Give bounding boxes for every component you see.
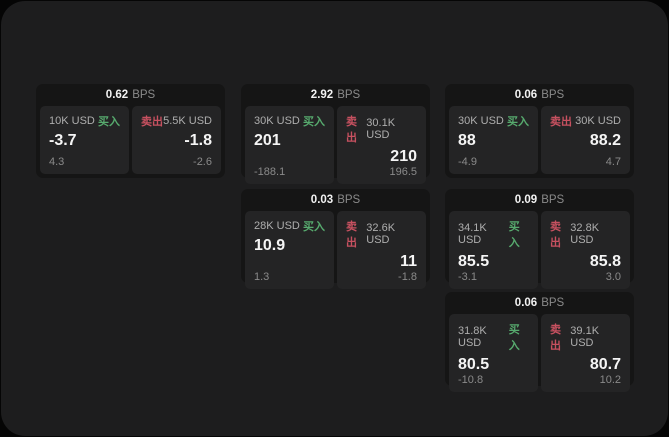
sell-tile[interactable]: 卖出 32.8K USD 85.8 3.0	[541, 211, 630, 289]
bps-header: 2.92 BPS	[241, 84, 430, 106]
buy-amount: 10K USD	[49, 115, 95, 127]
buy-price: 85.5	[458, 253, 490, 270]
sell-amount: 32.6K USD	[366, 222, 396, 246]
sell-amount: 30K USD	[575, 115, 621, 127]
buy-price: 201	[254, 132, 281, 149]
buy-delta: -4.9	[458, 156, 477, 168]
quote-card: 0.06 BPS 31.8K USD 买入 80.5 -10.8 卖出 39.1…	[445, 292, 634, 392]
buy-side-label: 买入	[98, 116, 120, 128]
sell-price: 85.8	[589, 253, 621, 270]
sell-side-label: 卖出	[141, 116, 163, 128]
bps-value: 0.62	[105, 89, 129, 101]
buy-side-label: 买入	[508, 221, 520, 249]
buy-delta: -3.1	[458, 270, 477, 283]
sell-price: 80.7	[589, 356, 621, 373]
buy-amount: 28K USD	[254, 220, 300, 232]
bps-value: 0.06	[514, 89, 538, 101]
bps-unit-label: BPS	[132, 89, 156, 101]
buy-tile[interactable]: 30K USD 买入 201 -188.1	[245, 106, 334, 184]
quote-card: 0.06 BPS 30K USD 买入 88 -4.9 卖出 30K USD 8…	[445, 84, 634, 178]
sell-tile[interactable]: 卖出 30K USD 88.2 4.7	[541, 106, 630, 174]
buy-delta: -10.8	[458, 373, 484, 386]
buy-delta: 4.3	[49, 156, 65, 168]
sell-delta: 196.5	[389, 165, 417, 178]
buy-tile[interactable]: 28K USD 买入 10.9 1.3	[245, 211, 334, 289]
bps-unit-label: BPS	[337, 194, 361, 206]
bps-unit-label: BPS	[541, 89, 565, 101]
bps-value: 0.03	[310, 194, 334, 206]
bps-value: 2.92	[310, 89, 334, 101]
buy-tile[interactable]: 30K USD 买入 88 -4.9	[449, 106, 538, 174]
quote-card: 0.03 BPS 28K USD 买入 10.9 1.3 卖出 32.6K US…	[241, 189, 430, 289]
bps-value: 0.06	[514, 297, 538, 309]
buy-side-label: 买入	[508, 324, 520, 352]
bps-header: 0.62 BPS	[36, 84, 225, 106]
sell-delta: 3.0	[605, 270, 621, 283]
sell-tile[interactable]: 卖出 39.1K USD 80.7 10.2	[541, 314, 630, 392]
sell-price: 88.2	[589, 132, 621, 149]
bps-header: 0.03 BPS	[241, 189, 430, 211]
buy-delta: 1.3	[254, 270, 270, 283]
buy-side-label: 买入	[303, 116, 325, 128]
buy-side-label: 买入	[303, 221, 325, 233]
quote-tiles: 28K USD 买入 10.9 1.3 卖出 32.6K USD 11 -1.8	[241, 211, 430, 293]
sell-delta: -2.6	[193, 156, 212, 168]
sell-price: 11	[400, 253, 417, 270]
quote-tiles: 30K USD 买入 88 -4.9 卖出 30K USD 88.2 4.7	[445, 106, 634, 178]
sell-side-label: 卖出	[346, 116, 357, 144]
sell-amount: 5.5K USD	[163, 115, 212, 127]
buy-price: 10.9	[254, 237, 286, 254]
sell-side-label: 卖出	[550, 116, 572, 128]
quote-card: 0.09 BPS 34.1K USD 买入 85.5 -3.1 卖出 32.8K…	[445, 189, 634, 289]
bps-header: 0.09 BPS	[445, 189, 634, 211]
buy-price: 80.5	[458, 356, 490, 373]
quote-card: 0.62 BPS 10K USD 买入 -3.7 4.3 卖出 5.5K USD…	[36, 84, 225, 178]
buy-amount: 30K USD	[458, 115, 504, 127]
buy-tile[interactable]: 34.1K USD 买入 85.5 -3.1	[449, 211, 538, 289]
sell-amount: 32.8K USD	[570, 222, 600, 246]
buy-tile[interactable]: 31.8K USD 买入 80.5 -10.8	[449, 314, 538, 392]
buy-amount: 30K USD	[254, 115, 300, 127]
sell-side-label: 卖出	[550, 324, 561, 352]
sell-price: 210	[390, 148, 417, 165]
bps-unit-label: BPS	[541, 297, 565, 309]
sell-price: -1.8	[184, 132, 212, 149]
bps-unit-label: BPS	[541, 194, 565, 206]
sell-tile[interactable]: 卖出 30.1K USD 210 196.5	[337, 106, 426, 184]
sell-delta: -1.8	[398, 270, 417, 283]
sell-tile[interactable]: 卖出 5.5K USD -1.8 -2.6	[132, 106, 221, 174]
sell-side-label: 卖出	[550, 221, 561, 249]
buy-amount: 34.1K USD	[458, 222, 487, 246]
sell-delta: 10.2	[599, 373, 621, 386]
buy-delta: -188.1	[254, 165, 286, 178]
quote-tiles: 34.1K USD 买入 85.5 -3.1 卖出 32.8K USD 85.8…	[445, 211, 634, 293]
bps-header: 0.06 BPS	[445, 292, 634, 314]
quote-tiles: 31.8K USD 买入 80.5 -10.8 卖出 39.1K USD 80.…	[445, 314, 634, 396]
sell-amount: 39.1K USD	[570, 325, 600, 349]
buy-amount: 31.8K USD	[458, 325, 487, 349]
sell-side-label: 卖出	[346, 221, 357, 249]
quote-card: 2.92 BPS 30K USD 买入 201 -188.1 卖出 30.1K …	[241, 84, 430, 184]
sell-tile[interactable]: 卖出 32.6K USD 11 -1.8	[337, 211, 426, 289]
sell-delta: 4.7	[605, 156, 621, 168]
bps-header: 0.06 BPS	[445, 84, 634, 106]
buy-price: 88	[458, 132, 476, 149]
buy-price: -3.7	[49, 132, 77, 149]
quote-tiles: 30K USD 买入 201 -188.1 卖出 30.1K USD 210 1…	[241, 106, 430, 188]
bps-value: 0.09	[514, 194, 538, 206]
sell-amount: 30.1K USD	[366, 117, 396, 141]
buy-side-label: 买入	[507, 116, 529, 128]
buy-tile[interactable]: 10K USD 买入 -3.7 4.3	[40, 106, 129, 174]
bps-unit-label: BPS	[337, 89, 361, 101]
quote-tiles: 10K USD 买入 -3.7 4.3 卖出 5.5K USD -1.8 -2.…	[36, 106, 225, 178]
